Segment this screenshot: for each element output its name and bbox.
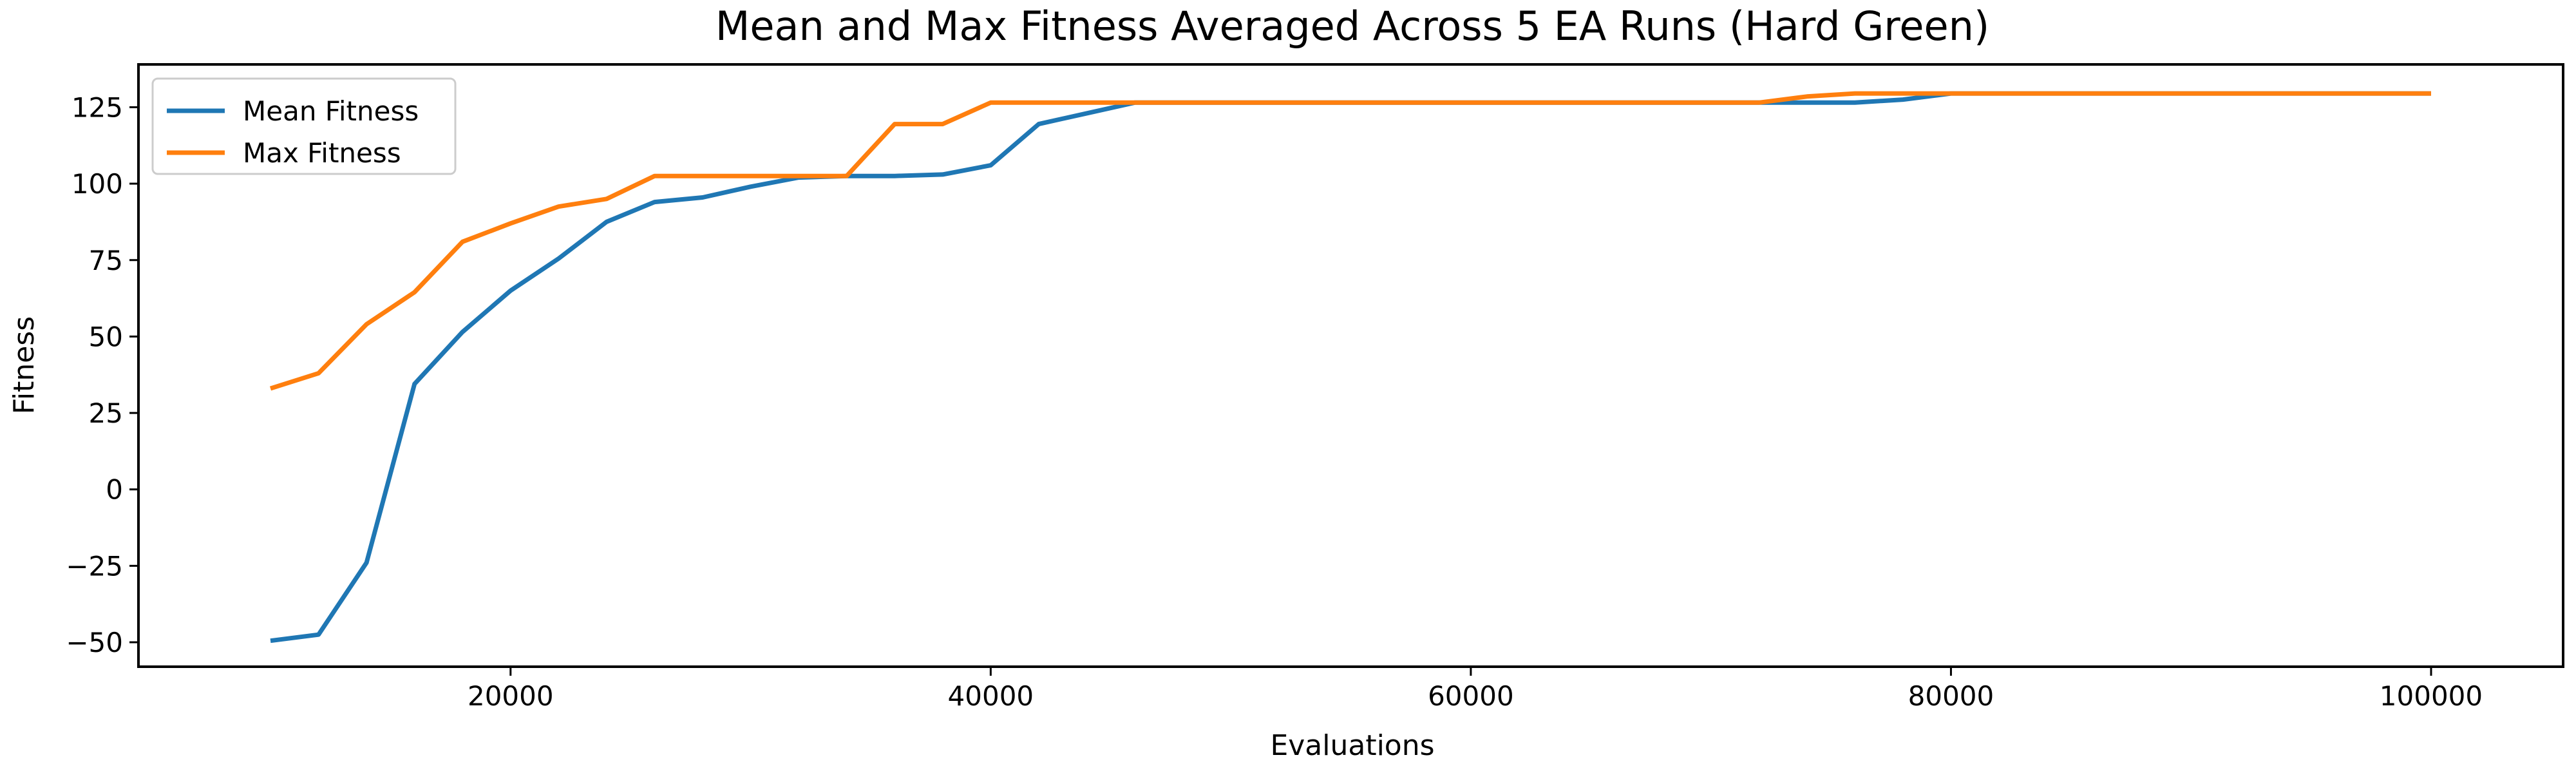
y-tick-label: 125 <box>71 91 123 123</box>
legend-box <box>151 77 457 175</box>
y-tick-label: 100 <box>71 168 123 200</box>
y-tick-label: 25 <box>89 397 123 429</box>
legend: Mean Fitness Max Fitness <box>151 77 457 175</box>
y-tick-label: −50 <box>66 627 123 658</box>
y-tick-label: 50 <box>89 321 123 352</box>
y-tick-label: 75 <box>89 245 123 276</box>
x-tick-label: 80000 <box>1908 680 1994 712</box>
series-line-max-fitness <box>269 91 2431 391</box>
y-tick-label: 0 <box>106 474 123 506</box>
series-line-mean-fitness <box>270 91 2431 644</box>
x-tick-label: 20000 <box>468 680 554 712</box>
x-tick-label: 100000 <box>2380 680 2483 712</box>
plot-area <box>269 91 2431 644</box>
legend-label-max-fitness: Max Fitness <box>243 137 401 169</box>
axes: 20000 40000 60000 80000 100000 −50 −25 0 25 50 75 1… <box>66 91 2483 712</box>
chart-title: Mean and Max Fitness Averaged Across 5 E… <box>715 3 1989 50</box>
x-tick-label: 40000 <box>948 680 1034 712</box>
y-axis-label: Fitness <box>8 316 41 414</box>
x-tick-label: 60000 <box>1428 680 1514 712</box>
plot-frame <box>137 63 2564 668</box>
legend-label-mean-fitness: Mean Fitness <box>243 95 419 127</box>
y-tick-label: −25 <box>66 550 123 582</box>
x-axis-label: Evaluations <box>1270 729 1434 762</box>
